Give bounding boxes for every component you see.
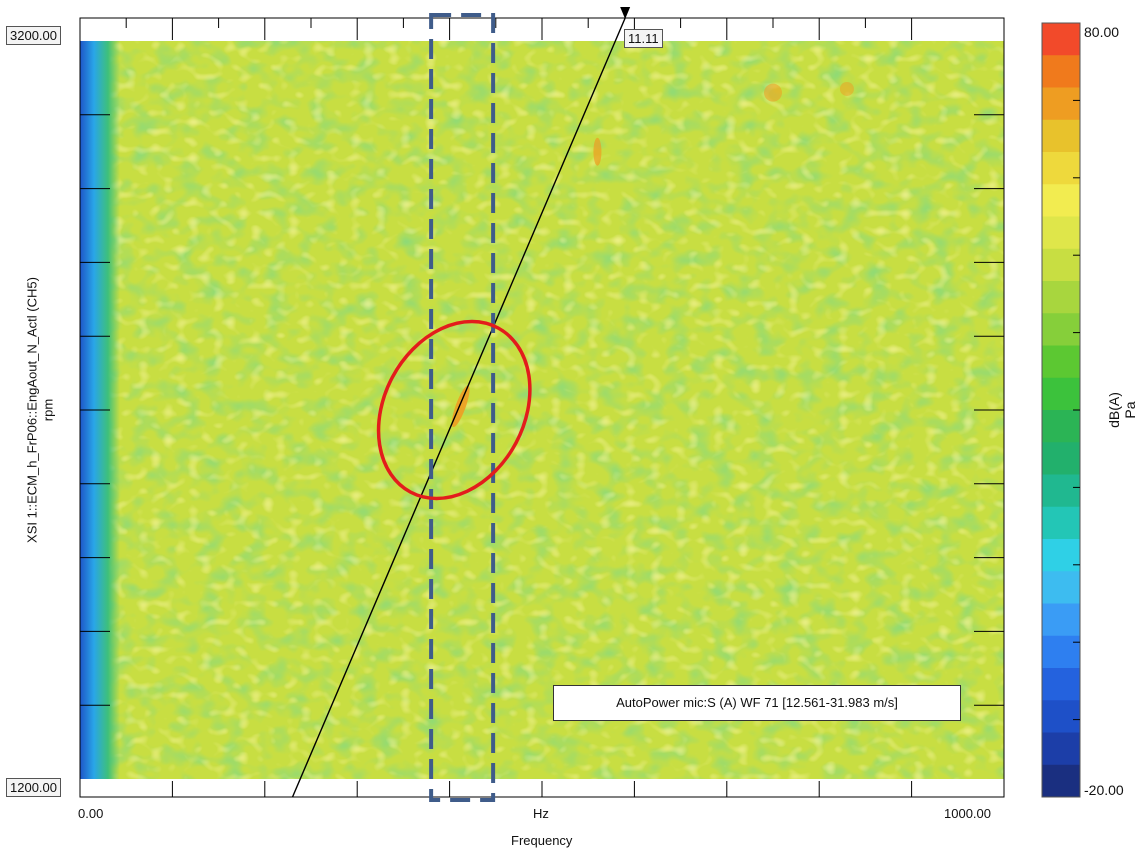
order-line	[291, 17, 626, 798]
colorbar-swatch	[1042, 635, 1080, 669]
colorbar-swatch	[1042, 216, 1080, 250]
colorbar-swatch	[1042, 23, 1080, 56]
colorbar-swatch	[1042, 539, 1080, 572]
colorbar-swatch	[1042, 313, 1080, 346]
colorbar-unit-pa: Pa	[1122, 401, 1138, 419]
colorbar-swatch	[1042, 345, 1080, 379]
colorbar-swatch	[1042, 184, 1080, 217]
resonance-highlight	[376, 319, 532, 501]
colorbar-swatch	[1042, 377, 1080, 411]
colorbar	[1041, 22, 1081, 798]
colorbar-swatch	[1042, 119, 1080, 153]
x-min-tick-label: 0.00	[78, 806, 104, 821]
colorbar-swatch	[1042, 410, 1080, 443]
y-axis-title: XSI 1::ECM_h_FrP06::EngAout_N_Actl (CH5)	[24, 277, 40, 543]
annotations	[291, 7, 631, 802]
heatmap-cells	[80, 41, 1004, 779]
y-unit-label: rpm	[40, 398, 56, 422]
colorbar-swatch	[1042, 442, 1080, 475]
colorbar-swatch	[1042, 281, 1080, 314]
hot-spot	[593, 137, 602, 166]
colorbar-max-label: 80.00	[1084, 24, 1120, 40]
x-axis-title: Frequency	[511, 833, 573, 848]
colorbar-swatch	[1042, 571, 1080, 604]
x-max-tick-label: 1000.00	[944, 806, 991, 821]
colorbar-swatch	[1042, 732, 1080, 766]
colorbar-swatch	[1042, 668, 1080, 701]
hot-spot	[451, 385, 470, 428]
colorbar-swatch	[1042, 87, 1080, 121]
colorbar-swatch	[1042, 700, 1080, 733]
colorbar-swatch	[1042, 248, 1080, 282]
frequency-band-highlight	[429, 13, 496, 802]
colorbar-swatch	[1042, 55, 1080, 88]
colorbar-swatch	[1042, 603, 1080, 637]
order-line-label: 11.11	[624, 29, 663, 48]
colorbar-swatch	[1042, 474, 1080, 508]
colorbar-min-label: -20.00	[1084, 782, 1124, 798]
colorbar-swatch	[1042, 764, 1080, 798]
y-max-tick-label: 3200.00	[6, 26, 61, 45]
x-unit-label: Hz	[533, 806, 549, 821]
axes	[79, 17, 1005, 798]
heatmap-texture-high	[80, 41, 1004, 779]
hot-spot	[764, 83, 782, 102]
order-cursor-marker	[620, 7, 631, 19]
y-min-tick-label: 1200.00	[6, 778, 61, 797]
plot-area	[80, 41, 1004, 779]
hot-spot	[839, 81, 854, 96]
colorbar-unit-db: dB(A)	[1106, 392, 1122, 428]
series-legend: AutoPower mic:S (A) WF 71 [12.561-31.983…	[553, 685, 961, 721]
colorbar-swatch	[1042, 152, 1080, 185]
colorbar-swatch	[1042, 506, 1080, 540]
